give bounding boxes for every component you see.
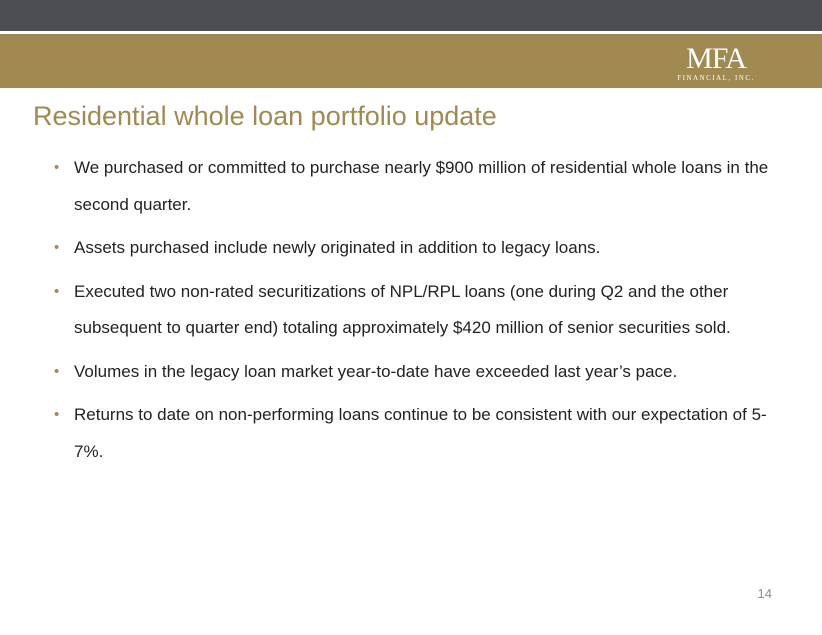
logo-wordmark: MFA bbox=[686, 42, 747, 75]
bullet-marker: • bbox=[54, 362, 60, 380]
bullet-item: • Executed two non-rated securitizations… bbox=[54, 274, 794, 347]
bullet-item: • Returns to date on non-performing loan… bbox=[54, 397, 794, 470]
header-gold-band bbox=[0, 34, 822, 88]
bullet-item: • We purchased or committed to purchase … bbox=[54, 150, 794, 223]
bullet-item: • Assets purchased include newly origina… bbox=[54, 230, 794, 267]
bullet-marker: • bbox=[54, 239, 60, 256]
bullet-text: Assets purchased include newly originate… bbox=[74, 238, 601, 257]
page-title: Residential whole loan portfolio update bbox=[33, 101, 497, 131]
logo-subtitle: FINANCIAL, INC. bbox=[677, 74, 755, 82]
page-number: 14 bbox=[757, 586, 772, 601]
company-logo: MFA FINANCIAL, INC. bbox=[668, 44, 764, 84]
bullet-item: • Volumes in the legacy loan market year… bbox=[54, 354, 794, 391]
bullet-marker: • bbox=[54, 159, 60, 176]
bullet-marker: • bbox=[54, 282, 60, 300]
bullet-text: Executed two non-rated securitizations o… bbox=[74, 281, 731, 338]
header-dark-bar bbox=[0, 0, 822, 31]
bullet-text: Returns to date on non-performing loans … bbox=[74, 405, 767, 461]
bullet-marker: • bbox=[54, 406, 60, 423]
bullet-text: We purchased or committed to purchase ne… bbox=[74, 158, 769, 214]
bullet-list: • We purchased or committed to purchase … bbox=[54, 150, 794, 477]
bullet-text: Volumes in the legacy loan market year-t… bbox=[74, 361, 678, 381]
